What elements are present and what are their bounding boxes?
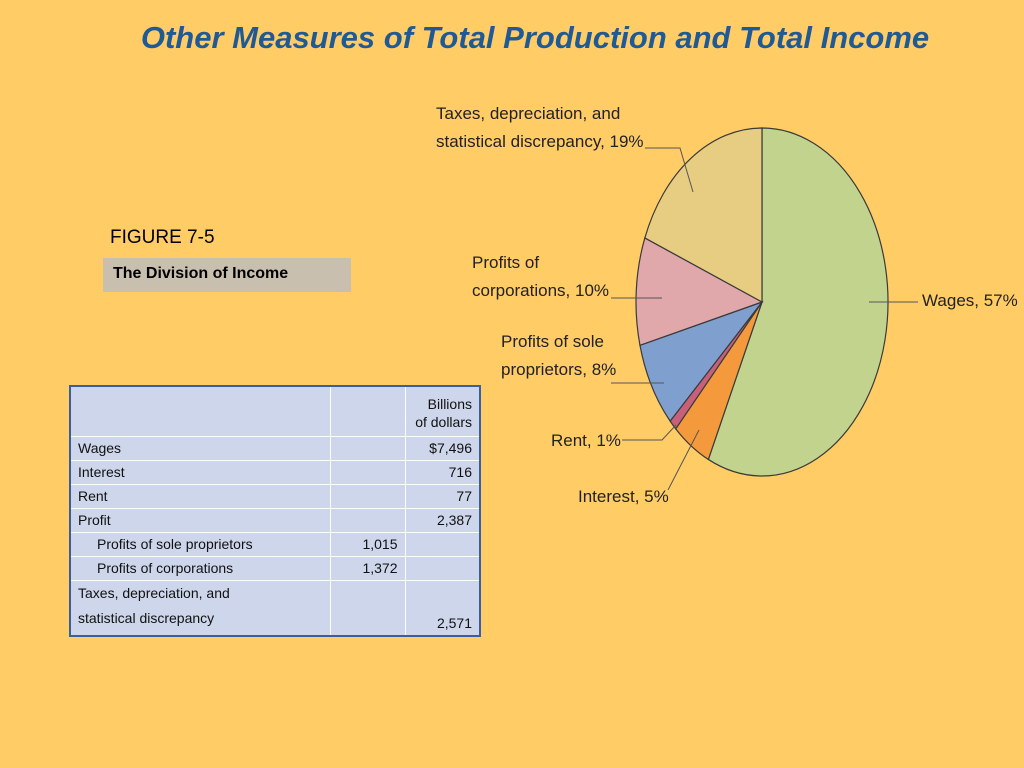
slice-label-line: Profits of: [472, 253, 539, 272]
slice-label-line: statistical discrepancy, 19%: [436, 132, 644, 151]
row-label: Profit: [69, 507, 331, 533]
income-table: Billions of dollars Wages $7,496 Interest…: [69, 385, 481, 637]
pie-slice-wages: [707, 127, 889, 477]
row-sub-value: 1,015: [329, 531, 406, 557]
row-total-value: 2,387: [404, 507, 481, 533]
row-sub-value: 1,372: [329, 555, 406, 581]
table-row: Interest 716: [69, 459, 481, 485]
slice-label: Rent, 1%: [551, 431, 621, 450]
header-units-line2: of dollars: [415, 414, 472, 431]
slice-label-line: Rent, 1%: [551, 431, 621, 450]
slice-label: Wages, 57%: [922, 291, 1018, 310]
pie-slice-taxes-depreciation-and-statistical-discrepancy: [644, 127, 763, 304]
slice-label-line: Profits of sole: [501, 332, 604, 351]
table-row: Wages $7,496: [69, 435, 481, 461]
slice-label: Interest, 5%: [578, 487, 669, 506]
row-sub-value: [329, 459, 406, 485]
row-sub-value: [329, 507, 406, 533]
leader-line: [622, 424, 677, 441]
table-row: Taxes, depreciation, and statistical disc…: [69, 579, 481, 636]
row-total-value: [404, 555, 481, 581]
slice-label-line: Interest, 5%: [578, 487, 669, 506]
slice-label: Profits of sole proprietors, 8%: [501, 332, 616, 379]
table-row: Profits of sole proprietors 1,015: [69, 531, 481, 557]
header-units-line1: Billions: [427, 396, 472, 413]
pie-slice-profits-of-corporations: [635, 237, 764, 347]
table-row: Profits of corporations 1,372: [69, 555, 481, 581]
row-label: Rent: [69, 483, 331, 509]
slice-label: Profits of corporations, 10%: [472, 253, 609, 300]
leader-line: [667, 429, 700, 491]
row-total-value: 2,571: [404, 579, 481, 636]
row-label-line2: statistical discrepancy: [78, 609, 215, 626]
figure-label: FIGURE 7-5: [110, 227, 215, 248]
slice-label-line: proprietors, 8%: [501, 360, 616, 379]
table-row: Profit 2,387: [69, 507, 481, 533]
slice-label: Taxes, depreciation, and statistical disc…: [436, 104, 644, 151]
row-sub-value: [329, 483, 406, 509]
row-label-line1: Taxes, depreciation, and: [78, 584, 230, 601]
table-row: Rent 77: [69, 483, 481, 509]
slice-label-line: Taxes, depreciation, and: [436, 104, 620, 123]
leader-line: [645, 147, 694, 193]
row-label: Profits of corporations: [69, 555, 331, 581]
table-header-row: Billions of dollars: [69, 385, 481, 437]
row-total-value: 77: [404, 483, 481, 509]
header-cell-empty: [329, 385, 406, 437]
slice-label-line: Wages, 57%: [922, 291, 1018, 310]
row-sub-value: [329, 435, 406, 461]
header-cell-units: Billions of dollars: [404, 385, 481, 437]
row-label: Taxes, depreciation, and statistical disc…: [69, 579, 331, 636]
row-sub-value: [329, 579, 406, 636]
header-cell-empty: [69, 385, 331, 437]
slice-label-line: corporations, 10%: [472, 281, 609, 300]
slide-title: Other Measures of Total Production and T…: [140, 20, 930, 55]
figure-caption: The Division of Income: [103, 258, 351, 292]
